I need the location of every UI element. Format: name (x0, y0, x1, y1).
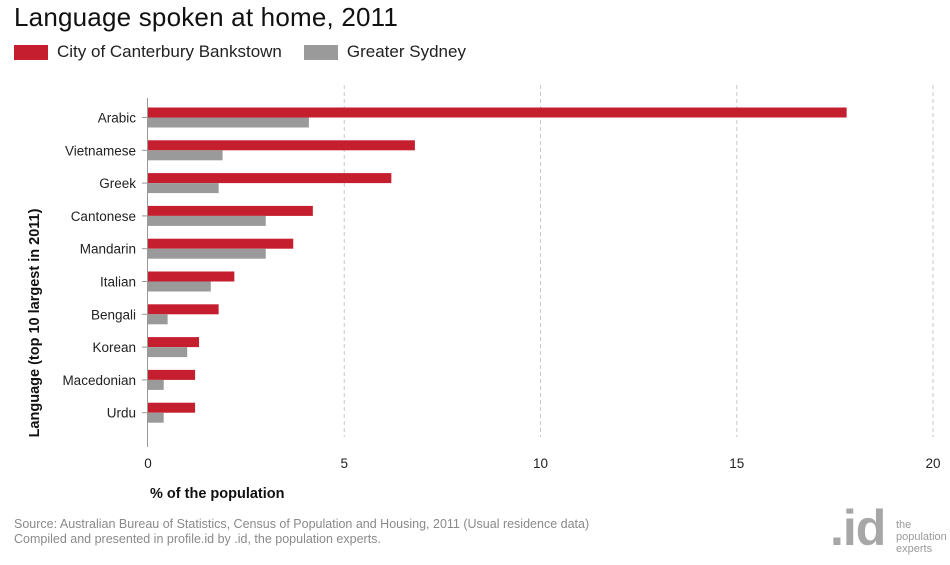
bar-series-2 (148, 183, 219, 194)
bar-series-1 (148, 402, 196, 413)
source-note: Source: Australian Bureau of Statistics,… (14, 517, 589, 547)
bar-series-1 (148, 271, 235, 282)
logo-tagline-line-2: population (896, 531, 947, 543)
x-tick-label: 20 (925, 456, 940, 471)
bar-series-1 (148, 304, 219, 315)
bar-series-2 (148, 248, 266, 259)
x-tick-label: 10 (533, 456, 548, 471)
legend-item-series-2[interactable]: Greater Sydney (303, 42, 466, 62)
bar-series-1 (148, 205, 313, 216)
logo-tagline-line-3: experts (896, 543, 933, 555)
logo-tagline-line-1: the (896, 519, 912, 531)
bar-series-2 (148, 347, 188, 358)
bar-series-1 (148, 107, 847, 118)
category-label: Greek (99, 176, 136, 191)
legend-swatch-series-2 (303, 44, 338, 60)
bar-series-1 (148, 337, 200, 348)
category-label: Urdu (107, 406, 136, 421)
source-line-1: Source: Australian Bureau of Statistics,… (14, 517, 590, 531)
bar-series-2 (148, 314, 168, 325)
chart-title: Language spoken at home, 2011 (14, 2, 399, 32)
source-line-2: Compiled and presented in profile.id by … (14, 532, 381, 546)
category-label: Vietnamese (65, 143, 136, 158)
legend-item-series-1[interactable]: City of Canterbury Bankstown (14, 42, 282, 62)
category-label: Mandarin (80, 242, 136, 257)
bar-series-1 (148, 173, 392, 184)
category-label: Macedonian (62, 373, 136, 388)
y-axis-label: Language (top 10 largest in 2011) (27, 208, 43, 437)
legend-label-series-2: Greater Sydney (346, 42, 466, 61)
legend-swatch-series-1 (14, 44, 48, 60)
bar-series-1 (148, 369, 196, 380)
category-label: Italian (100, 275, 136, 290)
bar-series-2 (148, 412, 164, 423)
category-label: Cantonese (71, 209, 136, 224)
x-tick-label: 5 (340, 456, 348, 471)
category-label: Arabic (98, 111, 137, 126)
category-label: Korean (92, 340, 136, 355)
bar-series-2 (148, 379, 164, 390)
bar-series-2 (148, 150, 223, 161)
bar-series-2 (148, 117, 309, 128)
bar-series-1 (148, 140, 415, 151)
logo-mark: .id (830, 500, 886, 556)
legend-label-series-1: City of Canterbury Bankstown (57, 42, 282, 61)
bar-series-2 (148, 215, 266, 226)
logo-tagline: the population experts (896, 519, 947, 555)
x-tick-label: 0 (144, 456, 152, 471)
id-logo: .id the population experts (830, 500, 948, 563)
bar-series-1 (148, 238, 294, 249)
x-tick-label: 15 (729, 456, 744, 471)
category-label: Bengali (91, 307, 136, 322)
bar-series-2 (148, 281, 211, 292)
x-axis-label: % of the population (150, 486, 285, 502)
legend: City of Canterbury Bankstown Greater Syd… (14, 42, 488, 62)
